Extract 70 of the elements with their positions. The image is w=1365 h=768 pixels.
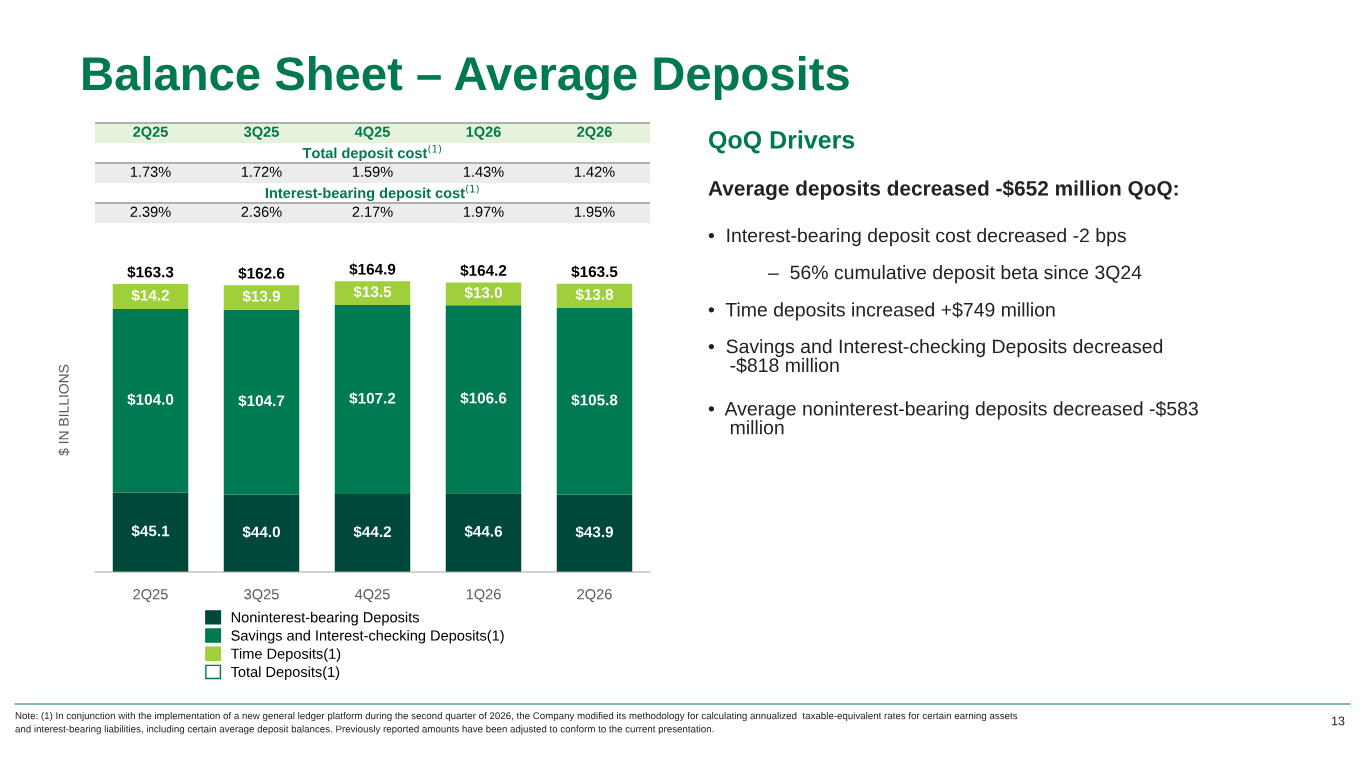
data-label: $13.5 (353, 285, 392, 299)
data-label: $105.8 (571, 393, 618, 407)
bar (334, 281, 411, 305)
legend-label: Time Deposits(1) (230, 648, 341, 662)
data-label: $44.6 (464, 525, 503, 538)
data-label: $107.2 (349, 392, 396, 405)
text: Interest-bearing deposit cost$^{(1)}$ (265, 184, 479, 202)
category-label: 1Q26 (466, 126, 501, 140)
data-label: $104.7 (238, 394, 285, 408)
legend-label: Noninterest-bearing Deposits (231, 611, 419, 626)
text: 1.73% (130, 166, 171, 177)
bar (334, 304, 411, 495)
text: Average deposits decreased -$652 million QoQ: (708, 180, 1178, 200)
data-label: $44.0 (242, 525, 280, 539)
data-label: $104.0 (127, 393, 174, 406)
text: 1.95% (574, 206, 615, 217)
text: 13 (1332, 716, 1345, 726)
legend-label: Savings and Interest-checking Deposits(1) (231, 629, 504, 644)
bar (223, 309, 300, 495)
total-label: $164.2 (460, 264, 507, 277)
data-label: $44.2 (353, 525, 392, 539)
text: 1.97% (463, 206, 504, 217)
total-label: $163.5 (571, 265, 618, 279)
text: 1.72% (241, 166, 282, 177)
text: • Interest-bearing deposit cost decreased -2 bps (708, 228, 1126, 247)
text: • Savings and Interest-checking Deposits decreased -$818 million (708, 339, 1163, 374)
data-label: $14.2 (131, 289, 170, 302)
bar (112, 284, 189, 310)
text: 1.42% (574, 166, 615, 177)
x-tick-label: 2Q26 (577, 589, 612, 602)
data-label: $106.6 (460, 391, 507, 405)
text: • Average noninterest-bearing deposits decreased -$583 million (708, 401, 1198, 435)
text: QoQ Drivers (709, 130, 855, 154)
category-label: 4Q25 (354, 126, 390, 140)
total-label: $164.9 (349, 263, 396, 276)
bar (223, 494, 300, 572)
bar (445, 305, 522, 494)
total-label: $162.6 (238, 267, 285, 280)
bar (112, 309, 189, 493)
text: 2.39% (130, 206, 171, 217)
x-tick-label: 1Q26 (466, 589, 501, 602)
bar (556, 494, 633, 572)
total-label: $163.3 (127, 265, 174, 279)
data-label: $13.0 (464, 286, 502, 299)
text: Balance Sheet – Average Deposits (83, 55, 849, 101)
category-label: 3Q25 (244, 126, 279, 140)
x-tick-label: 2Q25 (133, 589, 168, 602)
text: 1.59% (352, 166, 393, 177)
text: Total Deposits(1) (230, 666, 340, 680)
data-label: $45.1 (131, 524, 170, 538)
bar (223, 285, 300, 310)
category-label: 2Q25 (133, 126, 168, 140)
text: – 56% cumulative deposit beta since 3Q24 (768, 265, 1142, 284)
text: Total deposit cost$^{(1)}$ (302, 144, 442, 162)
data-label: $13.9 (242, 290, 281, 303)
text: 2.36% (241, 206, 282, 217)
data-label: $13.8 (575, 288, 614, 301)
bar (445, 493, 522, 572)
x-tick-label: 4Q25 (355, 589, 390, 602)
text: 2.17% (352, 206, 393, 217)
bar (112, 492, 189, 572)
data-label: $43.9 (575, 525, 614, 539)
y-axis-title: $ IN BILLIONS (58, 364, 70, 456)
category-label: 2Q26 (577, 126, 612, 140)
bar (556, 307, 633, 495)
text: • Time deposits increased +$749 million (708, 302, 1055, 321)
text: Note: (1) In conjunction with the implementation of a new general ledger platform during the second quarter of 2026, the Company modified its methodology for calculating annualized taxable-equivalent rates for certain earning assets and interest-bearing liabilities, including certain average deposit balances. Previously reported amounts have been adjusted to conform to the current presentation. (15, 712, 1018, 735)
bar (334, 494, 411, 572)
x-tick-label: 3Q25 (244, 589, 279, 602)
text: 1.43% (463, 166, 504, 177)
